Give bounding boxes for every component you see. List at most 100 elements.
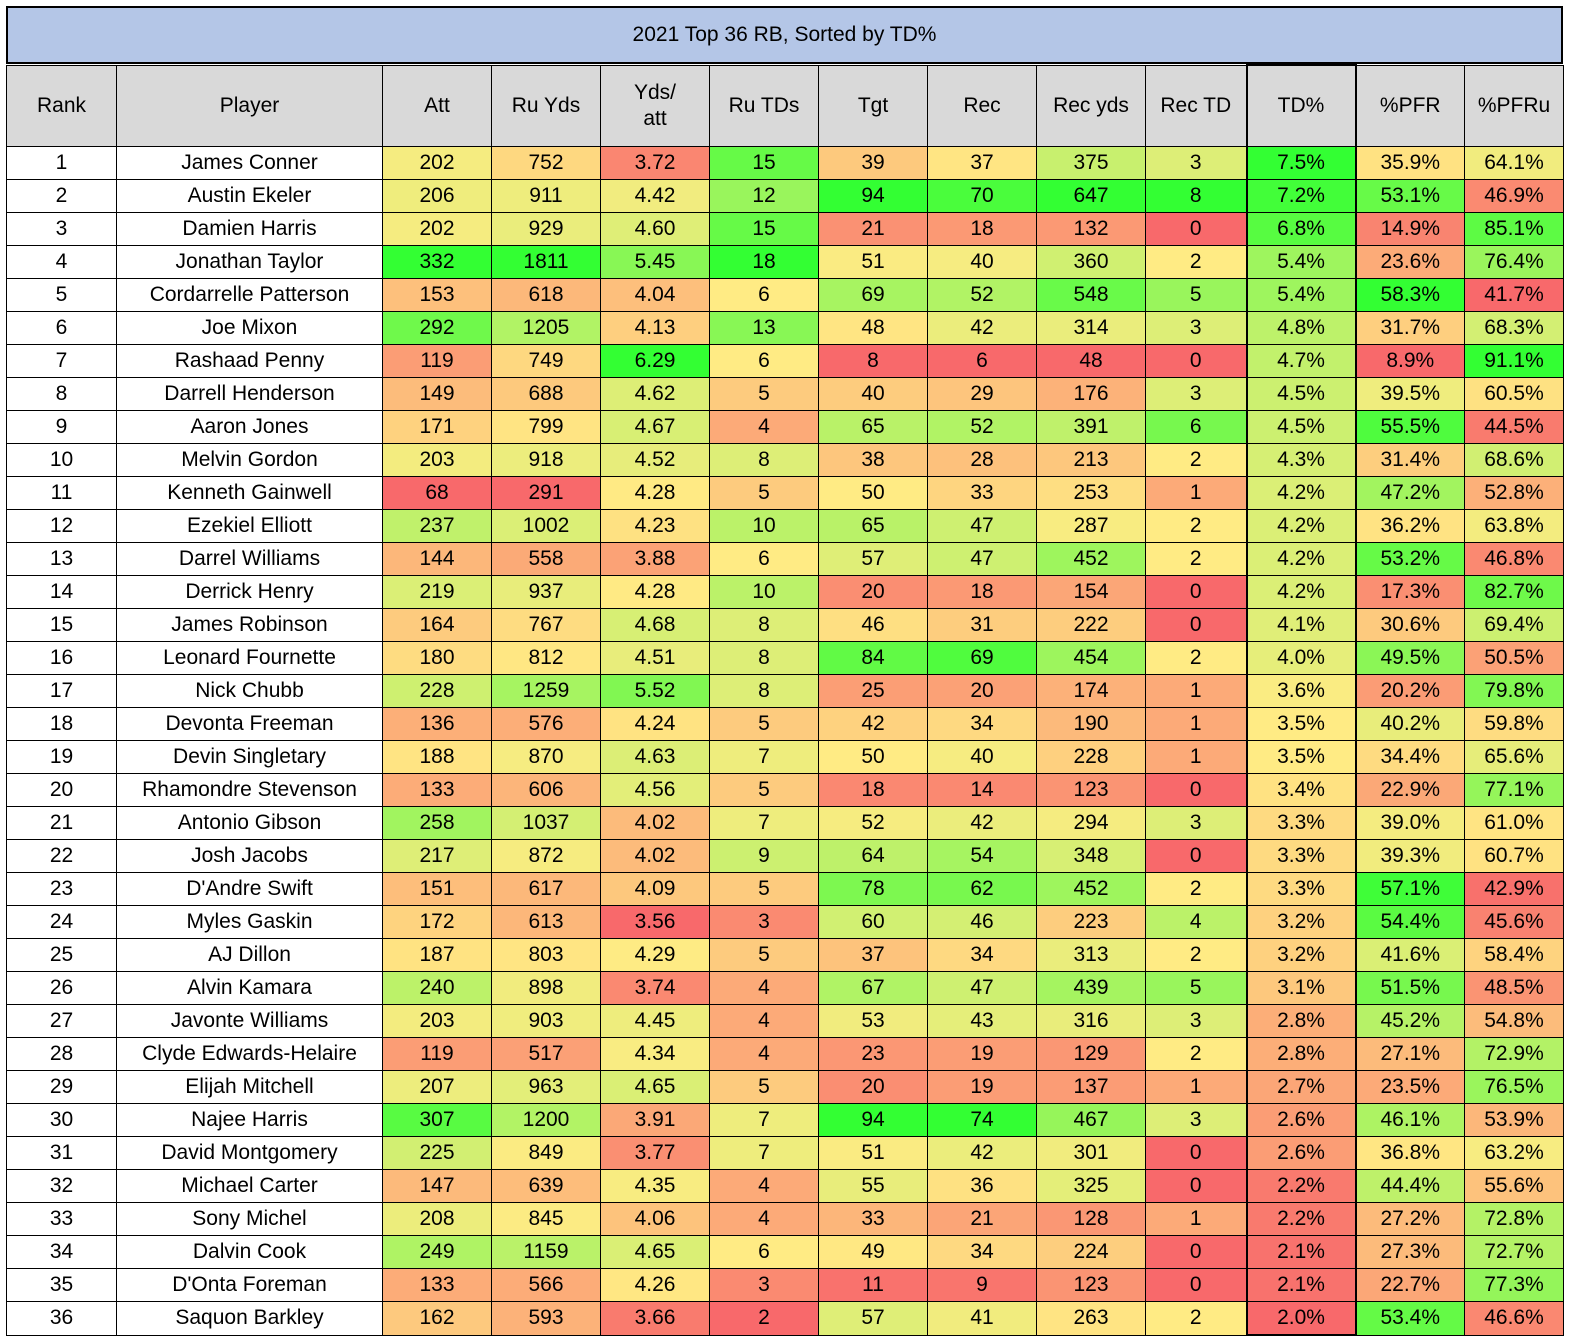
- table-row: 31 David Montgomery 225 849 3.77 7 51 42 301 0 2.6…: [6, 1136, 1564, 1170]
- stat-cell: 0: [1145, 1235, 1247, 1269]
- stat-cell: 15: [709, 212, 819, 246]
- stat-cell: 58.4%: [1464, 938, 1564, 972]
- stat-cell: 5.45: [600, 245, 710, 279]
- stat-cell: 14.9%: [1355, 212, 1465, 246]
- stat-cell: 30.6%: [1355, 608, 1465, 642]
- stat-cell: 4.62: [600, 377, 710, 411]
- stat-cell: 46.8%: [1464, 542, 1564, 576]
- stat-cell: 566: [491, 1268, 601, 1302]
- stat-cell: 40: [927, 740, 1037, 774]
- column-header: Att: [382, 64, 492, 147]
- stat-cell: 51.5%: [1355, 971, 1465, 1005]
- stat-cell: 3.72: [600, 146, 710, 180]
- stat-cell: 2: [1145, 872, 1247, 906]
- stat-cell: 2.1%: [1245, 1235, 1357, 1269]
- rank-cell: 33: [6, 1202, 117, 1236]
- stat-cell: 0: [1145, 773, 1247, 807]
- table-row: 29 Elijah Mitchell 207 963 4.65 5 20 19 137 1 2.7%…: [6, 1070, 1564, 1104]
- stat-cell: 41.7%: [1464, 278, 1564, 312]
- stat-cell: 639: [491, 1169, 601, 1203]
- player-cell: Leonard Fournette: [116, 641, 383, 675]
- stat-cell: 91.1%: [1464, 344, 1564, 378]
- stat-cell: 72.9%: [1464, 1037, 1564, 1071]
- stat-cell: 217: [382, 839, 492, 873]
- stat-cell: 38: [818, 443, 928, 477]
- stat-cell: 58.3%: [1355, 278, 1465, 312]
- stat-cell: 76.5%: [1464, 1070, 1564, 1104]
- stat-cell: 42: [927, 311, 1037, 345]
- rank-cell: 25: [6, 938, 117, 972]
- stat-cell: 6.8%: [1245, 212, 1357, 246]
- stat-cell: 65.6%: [1464, 740, 1564, 774]
- stat-cell: 4.65: [600, 1070, 710, 1104]
- stat-cell: 7: [709, 806, 819, 840]
- stat-cell: 263: [1036, 1301, 1146, 1336]
- stat-cell: 3.56: [600, 905, 710, 939]
- stat-cell: 2.1%: [1245, 1268, 1357, 1302]
- stat-cell: 36.8%: [1355, 1136, 1465, 1170]
- stat-cell: 391: [1036, 410, 1146, 444]
- player-cell: D'Andre Swift: [116, 872, 383, 906]
- player-cell: Saquon Barkley: [116, 1301, 383, 1336]
- stat-cell: 82.7%: [1464, 575, 1564, 609]
- stat-cell: 123: [1036, 773, 1146, 807]
- table-row: 20 Rhamondre Stevenson 133 606 4.56 5 18 14 123 0…: [6, 773, 1564, 807]
- stat-cell: 287: [1036, 509, 1146, 543]
- stat-cell: 8: [709, 608, 819, 642]
- column-header: Ru TDs: [709, 64, 819, 147]
- stat-cell: 20: [818, 575, 928, 609]
- stat-cell: 4.24: [600, 707, 710, 741]
- table-row: 9 Aaron Jones 171 799 4.67 4 65 52 391 6 4.5% 55.5%…: [6, 410, 1564, 444]
- stat-cell: 62: [927, 872, 1037, 906]
- stat-cell: 133: [382, 1268, 492, 1302]
- stat-cell: 576: [491, 707, 601, 741]
- stat-cell: 17.3%: [1355, 575, 1465, 609]
- stat-cell: 22.9%: [1355, 773, 1465, 807]
- stat-cell: 5: [709, 938, 819, 972]
- stat-cell: 3: [1145, 311, 1247, 345]
- stat-cell: 7.5%: [1245, 146, 1357, 180]
- stat-cell: 23: [818, 1037, 928, 1071]
- stat-cell: 34.4%: [1355, 740, 1465, 774]
- stat-cell: 60.7%: [1464, 839, 1564, 873]
- stat-cell: 34: [927, 1235, 1037, 1269]
- player-cell: AJ Dillon: [116, 938, 383, 972]
- table-row: 5 Cordarrelle Patterson 153 618 4.04 6 69 52 548…: [6, 278, 1564, 312]
- stat-cell: 27.2%: [1355, 1202, 1465, 1236]
- stat-cell: 52: [927, 410, 1037, 444]
- stat-cell: 4.42: [600, 179, 710, 213]
- stat-cell: 85.1%: [1464, 212, 1564, 246]
- stat-cell: 45.6%: [1464, 905, 1564, 939]
- table-row: 3 Damien Harris 202 929 4.60 15 21 18 132 0 6.8% 14…: [6, 212, 1564, 246]
- rank-cell: 13: [6, 542, 117, 576]
- stat-cell: 41: [927, 1301, 1037, 1336]
- rank-cell: 31: [6, 1136, 117, 1170]
- stat-cell: 3.4%: [1245, 773, 1357, 807]
- stat-cell: 72.7%: [1464, 1235, 1564, 1269]
- stat-cell: 4.02: [600, 806, 710, 840]
- stat-cell: 7: [709, 740, 819, 774]
- stat-cell: 77.1%: [1464, 773, 1564, 807]
- spreadsheet: 2021 Top 36 RB, Sorted by TD% Rank Player…: [6, 6, 1564, 1336]
- stat-cell: 22.7%: [1355, 1268, 1465, 1302]
- stat-cell: 46.1%: [1355, 1103, 1465, 1137]
- stat-cell: 3: [1145, 1004, 1247, 1038]
- stat-cell: 57: [818, 1301, 928, 1336]
- stat-cell: 2.0%: [1245, 1301, 1357, 1336]
- stat-cell: 2.2%: [1245, 1169, 1357, 1203]
- stat-cell: 4: [709, 410, 819, 444]
- rank-cell: 12: [6, 509, 117, 543]
- stat-cell: 2: [1145, 641, 1247, 675]
- table-row: 33 Sony Michel 208 845 4.06 4 33 21 128 1 2.2% 27.2…: [6, 1202, 1564, 1236]
- stat-cell: 10: [709, 575, 819, 609]
- stat-cell: 149: [382, 377, 492, 411]
- stat-cell: 606: [491, 773, 601, 807]
- stat-cell: 5.4%: [1245, 278, 1357, 312]
- stat-cell: 69: [818, 278, 928, 312]
- stat-cell: 4.28: [600, 575, 710, 609]
- stat-cell: 3.3%: [1245, 872, 1357, 906]
- stat-cell: 228: [382, 674, 492, 708]
- stat-cell: 47: [927, 971, 1037, 1005]
- stat-cell: 44.5%: [1464, 410, 1564, 444]
- player-cell: Aaron Jones: [116, 410, 383, 444]
